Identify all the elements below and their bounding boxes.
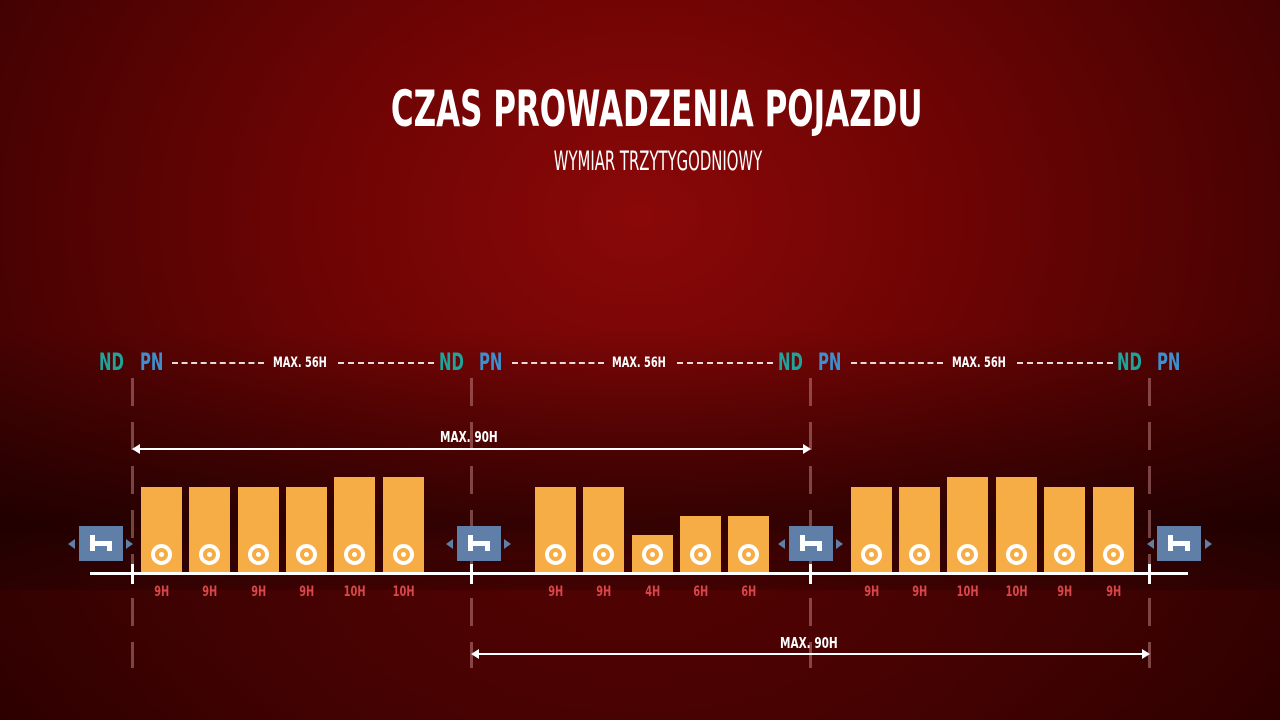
label-pn-1: PN: [140, 348, 164, 376]
hour-label: 9H: [250, 584, 267, 600]
steering-wheel-icon: [199, 544, 220, 565]
bed-icon: [79, 526, 123, 561]
bar-w1-d2: [189, 487, 230, 572]
bar-w3-d2: [899, 487, 940, 572]
bar-w1-d4: [286, 487, 327, 572]
steering-wheel-icon: [593, 544, 614, 565]
hour-label: 9H: [595, 584, 612, 600]
hour-label: 9H: [153, 584, 170, 600]
hour-label: 9H: [911, 584, 928, 600]
biweekly-limit-label-1: MAX. 90H: [440, 428, 498, 446]
bar-w2-d2: [583, 487, 624, 572]
timeline-axis: [90, 572, 1188, 575]
steering-wheel-icon: [1006, 544, 1027, 565]
steering-wheel-icon: [296, 544, 317, 565]
hour-label: 10H: [956, 584, 979, 600]
axis-tick: [470, 564, 473, 584]
label-nd-2: ND: [439, 348, 464, 376]
bar-w3-d5: [1044, 487, 1085, 572]
hour-label: 10H: [343, 584, 366, 600]
label-pn-2: PN: [479, 348, 503, 376]
arrow-left-icon: [446, 539, 453, 549]
steering-wheel-icon: [690, 544, 711, 565]
steering-wheel-icon: [642, 544, 663, 565]
bar-w2-d4: [680, 516, 721, 572]
bar-w1-d6: [383, 477, 424, 572]
bed-icon: [1157, 526, 1201, 561]
steering-wheel-icon: [909, 544, 930, 565]
bed-icon: [457, 526, 501, 561]
bar-w3-d4: [996, 477, 1037, 572]
dashed-line: [512, 362, 604, 364]
steering-wheel-icon: [344, 544, 365, 565]
bar-w3-d3: [947, 477, 988, 572]
biweekly-arrow-2: [471, 649, 1150, 659]
steering-wheel-icon: [957, 544, 978, 565]
steering-wheel-icon: [738, 544, 759, 565]
hour-label: 4H: [644, 584, 661, 600]
arrow-right-icon: [504, 539, 511, 549]
bar-w1-d3: [238, 487, 279, 572]
axis-tick: [1148, 564, 1151, 584]
hour-label: 9H: [547, 584, 564, 600]
dashed-line: [338, 362, 434, 364]
bar-w3-d1: [851, 487, 892, 572]
label-nd-1: ND: [99, 348, 124, 376]
label-nd-4: ND: [1117, 348, 1142, 376]
arrow-left-icon: [778, 539, 785, 549]
hour-label: 9H: [1056, 584, 1073, 600]
dashed-line: [851, 362, 943, 364]
label-nd-3: ND: [778, 348, 803, 376]
weekly-limit-2: MAX. 56H: [612, 355, 666, 371]
hour-label: 9H: [201, 584, 218, 600]
arrow-left-icon: [68, 539, 75, 549]
weekly-limit-1: MAX. 56H: [273, 355, 327, 371]
steering-wheel-icon: [248, 544, 269, 565]
steering-wheel-icon: [545, 544, 566, 565]
bar-w3-d6: [1093, 487, 1134, 572]
steering-wheel-icon: [393, 544, 414, 565]
weekly-limit-3: MAX. 56H: [952, 355, 1006, 371]
biweekly-arrow-1: [132, 444, 811, 454]
week-separator: [131, 378, 134, 668]
bar-w2-d5: [728, 516, 769, 572]
bar-w2-d3: [632, 535, 673, 572]
arrow-right-icon: [1205, 539, 1212, 549]
arrow-left-icon: [1147, 539, 1154, 549]
bar-w1-d5: [334, 477, 375, 572]
bar-w1-d1: [141, 487, 182, 572]
week-separator: [470, 378, 473, 668]
hour-label: 6H: [740, 584, 757, 600]
hour-label: 9H: [1105, 584, 1122, 600]
dashed-line: [1017, 362, 1113, 364]
background-band-lower: [0, 560, 1280, 720]
label-pn-4: PN: [1157, 348, 1181, 376]
bar-w2-d1: [535, 487, 576, 572]
hour-label: 10H: [392, 584, 415, 600]
biweekly-limit-label-2: MAX. 90H: [780, 634, 838, 652]
dashed-line: [172, 362, 264, 364]
axis-tick: [809, 564, 812, 584]
page-subtitle: WYMIAR TRZYTYGODNIOWY: [553, 146, 763, 177]
week-separator: [1148, 378, 1151, 668]
hour-label: 9H: [298, 584, 315, 600]
bed-icon: [789, 526, 833, 561]
hour-label: 10H: [1005, 584, 1028, 600]
steering-wheel-icon: [861, 544, 882, 565]
axis-tick: [131, 564, 134, 584]
dashed-line: [677, 362, 773, 364]
hour-label: 6H: [692, 584, 709, 600]
page-title: CZAS PROWADZENIA POJAZDU: [390, 80, 923, 138]
steering-wheel-icon: [1103, 544, 1124, 565]
hour-label: 9H: [863, 584, 880, 600]
steering-wheel-icon: [1054, 544, 1075, 565]
week-separator: [809, 378, 812, 668]
arrow-right-icon: [836, 539, 843, 549]
label-pn-3: PN: [818, 348, 842, 376]
steering-wheel-icon: [151, 544, 172, 565]
arrow-right-icon: [126, 539, 133, 549]
